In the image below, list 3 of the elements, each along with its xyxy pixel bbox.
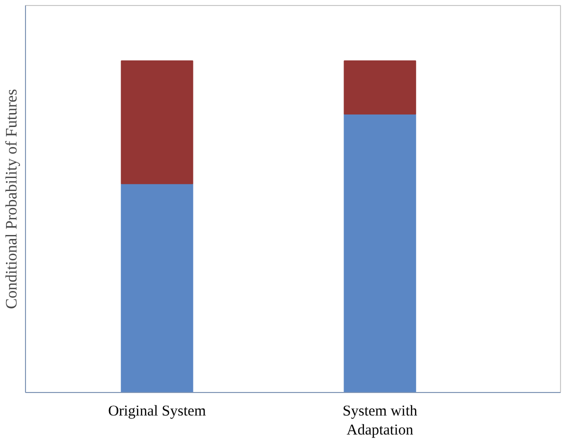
x-tick-label: Original System xyxy=(108,404,206,420)
x-tick-label: System with Adaptation xyxy=(342,404,418,439)
y-axis-title: Conditional Probability of Futures xyxy=(4,88,20,309)
